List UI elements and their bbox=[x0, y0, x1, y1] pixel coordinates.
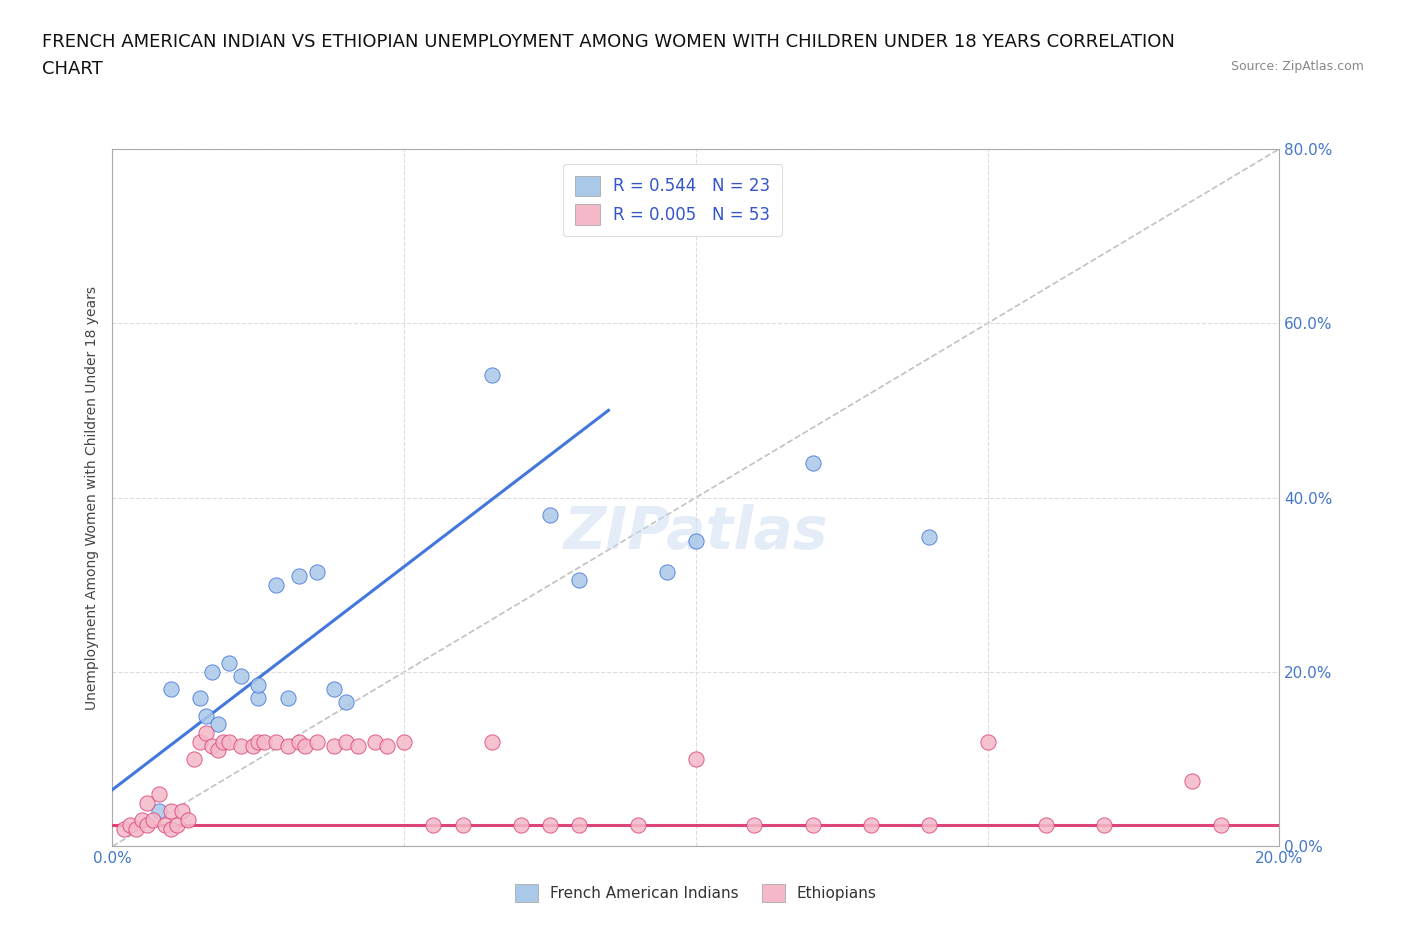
Point bbox=[188, 735, 211, 750]
Point bbox=[976, 735, 998, 750]
Point bbox=[1181, 774, 1204, 789]
Point bbox=[305, 565, 328, 579]
Point bbox=[172, 804, 194, 819]
Point bbox=[538, 508, 561, 523]
Point bbox=[801, 817, 824, 832]
Point bbox=[148, 787, 170, 802]
Point bbox=[188, 691, 211, 706]
Point bbox=[177, 813, 200, 828]
Point bbox=[305, 735, 328, 750]
Point bbox=[166, 817, 188, 832]
Point bbox=[229, 669, 252, 684]
Point bbox=[160, 821, 183, 836]
Point bbox=[392, 735, 416, 750]
Point bbox=[335, 735, 357, 750]
Point bbox=[264, 578, 287, 592]
Point bbox=[742, 817, 765, 832]
Point bbox=[118, 817, 141, 832]
Point bbox=[247, 735, 270, 750]
Point bbox=[207, 717, 229, 732]
Point bbox=[229, 738, 252, 753]
Point bbox=[288, 568, 311, 583]
Point bbox=[160, 682, 183, 697]
Point bbox=[568, 573, 591, 588]
Text: Source: ZipAtlas.com: Source: ZipAtlas.com bbox=[1230, 60, 1364, 73]
Point bbox=[218, 656, 240, 671]
Point bbox=[212, 735, 235, 750]
Point bbox=[568, 817, 591, 832]
Point bbox=[801, 456, 824, 471]
Point bbox=[276, 691, 298, 706]
Point bbox=[1035, 817, 1057, 832]
Point bbox=[375, 738, 398, 753]
Point bbox=[481, 735, 503, 750]
Point bbox=[247, 691, 270, 706]
Point bbox=[201, 738, 224, 753]
Point bbox=[538, 817, 561, 832]
Point bbox=[148, 804, 170, 819]
Point bbox=[422, 817, 444, 832]
Point bbox=[218, 735, 240, 750]
Point bbox=[288, 735, 311, 750]
Text: ZIPatlas: ZIPatlas bbox=[564, 504, 828, 561]
Point bbox=[509, 817, 531, 832]
Point bbox=[247, 678, 270, 693]
Point bbox=[207, 743, 229, 758]
Point bbox=[142, 813, 165, 828]
Text: FRENCH AMERICAN INDIAN VS ETHIOPIAN UNEMPLOYMENT AMONG WOMEN WITH CHILDREN UNDER: FRENCH AMERICAN INDIAN VS ETHIOPIAN UNEM… bbox=[42, 33, 1175, 50]
Point bbox=[160, 804, 183, 819]
Point bbox=[201, 665, 224, 680]
Point bbox=[264, 735, 287, 750]
Point bbox=[481, 368, 503, 383]
Point bbox=[194, 708, 217, 723]
Point bbox=[346, 738, 368, 753]
Point bbox=[335, 695, 357, 710]
Point bbox=[918, 529, 941, 544]
Point bbox=[112, 821, 135, 836]
Point bbox=[685, 751, 707, 766]
Point bbox=[194, 725, 217, 740]
Point bbox=[364, 735, 387, 750]
Point bbox=[655, 565, 678, 579]
Point bbox=[451, 817, 474, 832]
Point bbox=[153, 817, 176, 832]
Point bbox=[276, 738, 298, 753]
Point bbox=[918, 817, 941, 832]
Y-axis label: Unemployment Among Women with Children Under 18 years: Unemployment Among Women with Children U… bbox=[86, 286, 100, 710]
Text: CHART: CHART bbox=[42, 60, 103, 78]
Point bbox=[136, 795, 159, 810]
Point bbox=[183, 751, 205, 766]
Point bbox=[125, 821, 148, 836]
Point bbox=[1209, 817, 1232, 832]
Legend: French American Indians, Ethiopians: French American Indians, Ethiopians bbox=[509, 878, 883, 909]
Point bbox=[685, 534, 707, 549]
Point bbox=[323, 682, 346, 697]
Point bbox=[253, 735, 276, 750]
Point bbox=[131, 813, 153, 828]
Point bbox=[323, 738, 346, 753]
Point bbox=[294, 738, 316, 753]
Point bbox=[136, 817, 159, 832]
Point bbox=[859, 817, 883, 832]
Point bbox=[1092, 817, 1115, 832]
Point bbox=[242, 738, 264, 753]
Point bbox=[626, 817, 648, 832]
